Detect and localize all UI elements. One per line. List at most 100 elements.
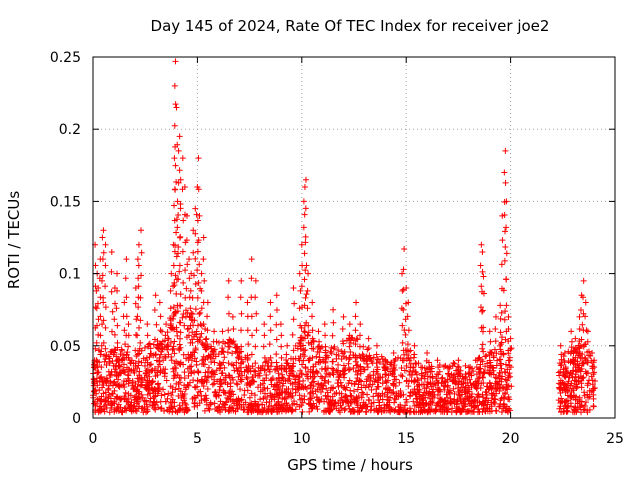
data-point (357, 366, 364, 373)
data-point (221, 364, 228, 371)
data-point (474, 378, 481, 385)
data-point (252, 400, 259, 407)
data-point (385, 372, 392, 379)
data-point (271, 366, 278, 373)
data-point (290, 363, 297, 370)
data-point (117, 351, 124, 358)
data-point (98, 373, 105, 380)
data-point (309, 374, 316, 381)
data-point (174, 224, 181, 231)
data-point (378, 404, 385, 411)
data-point (137, 294, 144, 301)
data-point (356, 408, 363, 415)
data-point (578, 398, 585, 405)
data-point (486, 369, 493, 376)
data-point (447, 395, 454, 402)
data-point (269, 375, 276, 382)
data-point (132, 363, 139, 370)
data-point (494, 381, 501, 388)
data-point (225, 327, 232, 334)
data-point (100, 317, 107, 324)
data-point (171, 311, 178, 318)
data-point (195, 155, 202, 162)
data-point (357, 321, 364, 328)
data-point (356, 377, 363, 384)
data-point (434, 384, 441, 391)
data-point (249, 363, 256, 370)
data-point (230, 338, 237, 345)
data-point (504, 366, 511, 373)
data-point (366, 354, 373, 361)
data-point (221, 354, 228, 361)
data-point (567, 400, 574, 407)
data-point (298, 370, 305, 377)
data-point (113, 305, 120, 312)
data-point (391, 373, 398, 380)
data-point (496, 342, 503, 349)
data-point (174, 198, 181, 205)
data-point (358, 378, 365, 385)
data-point (235, 397, 242, 404)
data-point (301, 328, 308, 335)
data-point (116, 381, 123, 388)
data-point (507, 335, 514, 342)
data-point (503, 381, 510, 388)
data-point (180, 311, 187, 318)
data-point (161, 337, 168, 344)
data-point (179, 248, 186, 255)
data-point (216, 387, 223, 394)
data-point (444, 376, 451, 383)
data-point (252, 360, 259, 367)
data-point (354, 362, 361, 369)
data-point (375, 374, 382, 381)
y-tick-label: 0.1 (59, 267, 81, 283)
data-point (261, 377, 268, 384)
data-point (351, 388, 358, 395)
data-point (574, 396, 581, 403)
data-point (400, 391, 407, 398)
data-point (579, 294, 586, 301)
data-point (192, 306, 199, 313)
data-point (576, 326, 583, 333)
data-point (584, 349, 591, 356)
data-point (482, 363, 489, 370)
data-point (175, 147, 182, 154)
data-point (108, 268, 115, 275)
data-point (555, 397, 562, 404)
data-point (575, 374, 582, 381)
data-point (335, 383, 342, 390)
data-point (315, 328, 322, 335)
data-point (252, 343, 259, 350)
data-point (300, 198, 307, 205)
data-point (102, 345, 109, 352)
data-point (296, 392, 303, 399)
data-point (483, 352, 490, 359)
data-point (209, 348, 216, 355)
data-point (162, 354, 169, 361)
data-point (204, 313, 211, 320)
data-point (279, 371, 286, 378)
data-point (168, 392, 175, 399)
data-point (503, 250, 510, 257)
data-point (465, 382, 472, 389)
data-point (219, 348, 226, 355)
data-point (411, 342, 418, 349)
data-point (382, 384, 389, 391)
data-point (273, 402, 280, 409)
data-point (292, 379, 299, 386)
data-point (327, 348, 334, 355)
data-point (100, 249, 107, 256)
data-point (143, 354, 150, 361)
data-point (590, 385, 597, 392)
data-point (198, 397, 205, 404)
data-point (392, 396, 399, 403)
data-point (335, 407, 342, 414)
data-point (403, 396, 410, 403)
data-point (376, 359, 383, 366)
data-point (301, 183, 308, 190)
data-point (400, 306, 407, 313)
data-point (478, 380, 485, 387)
data-point (194, 217, 201, 224)
data-point (234, 348, 241, 355)
data-point (248, 408, 255, 415)
